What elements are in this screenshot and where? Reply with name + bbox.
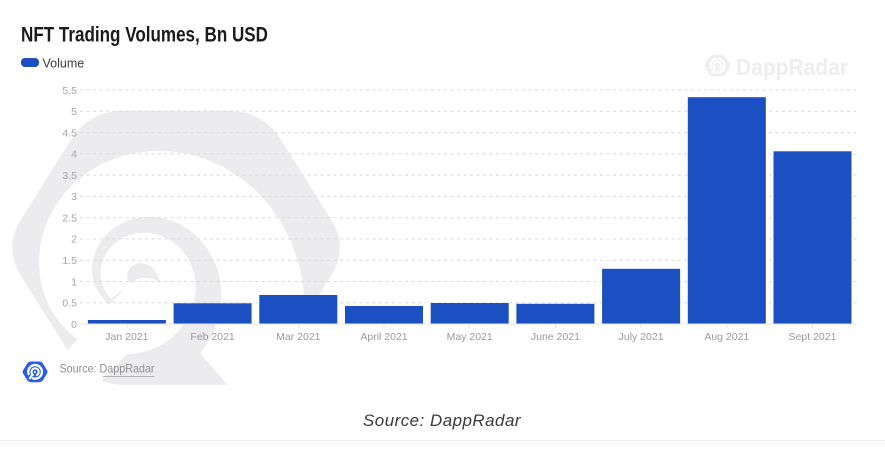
svg-text:5: 5 — [71, 106, 77, 118]
svg-text:0.5: 0.5 — [62, 298, 77, 310]
svg-text:Jan 2021: Jan 2021 — [105, 331, 148, 343]
svg-text:4.5: 4.5 — [62, 127, 77, 139]
svg-text:1: 1 — [71, 276, 77, 288]
svg-text:May 2021: May 2021 — [447, 331, 493, 343]
svg-text:Source: DappRadar: Source: DappRadar — [363, 411, 522, 430]
svg-text:Volume: Volume — [43, 57, 85, 71]
svg-text:Sept 2021: Sept 2021 — [789, 331, 837, 343]
svg-text:July 2021: July 2021 — [619, 331, 664, 343]
svg-text:Mar 2021: Mar 2021 — [276, 331, 321, 343]
svg-text:June 2021: June 2021 — [531, 331, 580, 343]
svg-text:3.5: 3.5 — [62, 170, 77, 182]
svg-text:2: 2 — [71, 234, 77, 246]
svg-text:0: 0 — [71, 319, 77, 331]
svg-text:5.5: 5.5 — [62, 85, 77, 97]
svg-text:Feb 2021: Feb 2021 — [190, 331, 235, 343]
svg-text:2.5: 2.5 — [62, 213, 77, 225]
svg-text:April 2021: April 2021 — [360, 331, 407, 343]
svg-text:NFT Trading Volumes, Bn USD: NFT Trading Volumes, Bn USD — [21, 23, 268, 46]
svg-text:3: 3 — [71, 191, 77, 203]
svg-text:4: 4 — [71, 149, 77, 161]
svg-text:DappRadar: DappRadar — [736, 54, 848, 80]
svg-text:1.5: 1.5 — [62, 255, 77, 267]
svg-text:Source: DappRadar: Source: DappRadar — [60, 362, 155, 376]
svg-text:Aug 2021: Aug 2021 — [704, 331, 749, 343]
